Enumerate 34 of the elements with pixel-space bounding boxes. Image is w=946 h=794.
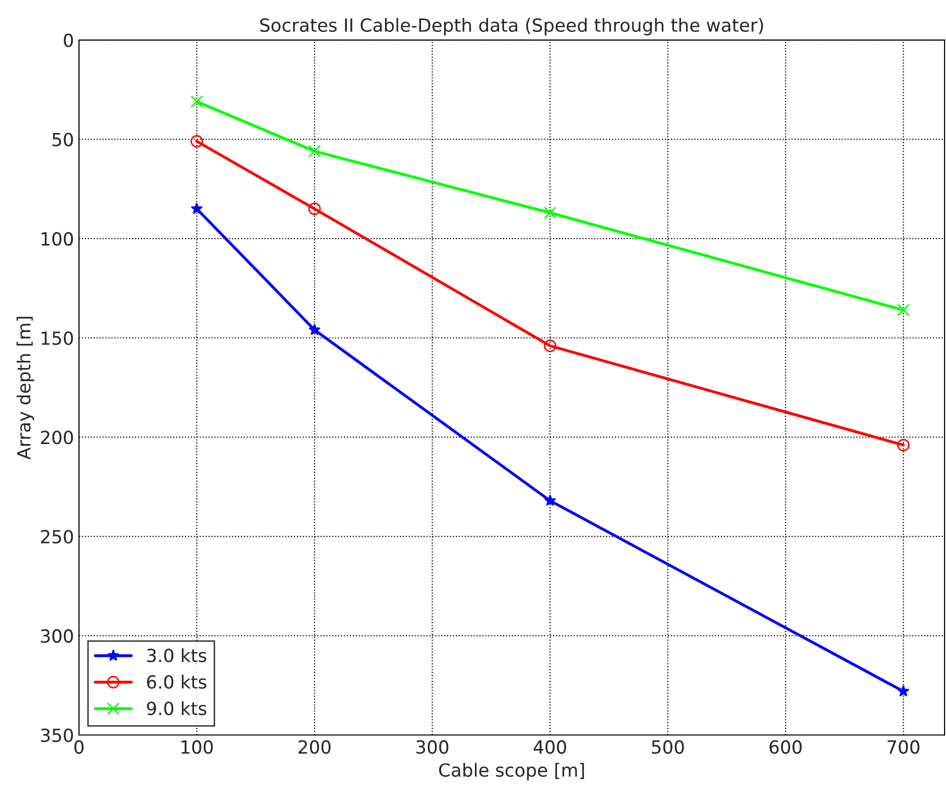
y-tick-label: 350	[41, 728, 73, 742]
x-tick-label: 400	[534, 740, 566, 754]
point	[308, 144, 321, 158]
point	[544, 340, 556, 352]
point	[544, 206, 556, 220]
x-tick-label: 500	[652, 740, 684, 754]
point	[308, 202, 321, 216]
y-tick-label: 50	[52, 132, 73, 146]
y-tick-label: 100	[42, 232, 73, 246]
legend-label: 9.0 kts	[146, 701, 206, 716]
y-tick-label: 0	[64, 33, 73, 48]
x-tick-label: 600	[770, 740, 802, 754]
x-tick-label: 100	[182, 740, 213, 754]
y-tick-label: 250	[40, 530, 73, 544]
x-tick-label: 0	[74, 740, 84, 754]
legend-label: 3.0 kts	[147, 648, 206, 662]
point	[190, 135, 204, 148]
x-tick-label: 700	[888, 740, 920, 754]
x-tick-label: 200	[298, 740, 331, 754]
legend-label: 6.0 kts	[147, 674, 206, 689]
y-tick-label: 150	[42, 331, 73, 345]
point	[897, 685, 910, 697]
x-axis-title: Cable scope [m]	[439, 762, 584, 780]
point	[308, 324, 321, 336]
y-tick-label: 300	[41, 629, 73, 643]
point	[190, 95, 204, 108]
point	[897, 438, 910, 452]
y-tick-label: 200	[40, 430, 73, 444]
x-tick-label: 300	[416, 740, 448, 754]
point	[544, 494, 556, 506]
point	[897, 304, 910, 316]
chart-title: Socrates II Cable-Depth data (Speed through the water)	[260, 18, 763, 36]
y-axis-title: Array depth [m]	[16, 316, 34, 460]
point	[190, 202, 203, 214]
